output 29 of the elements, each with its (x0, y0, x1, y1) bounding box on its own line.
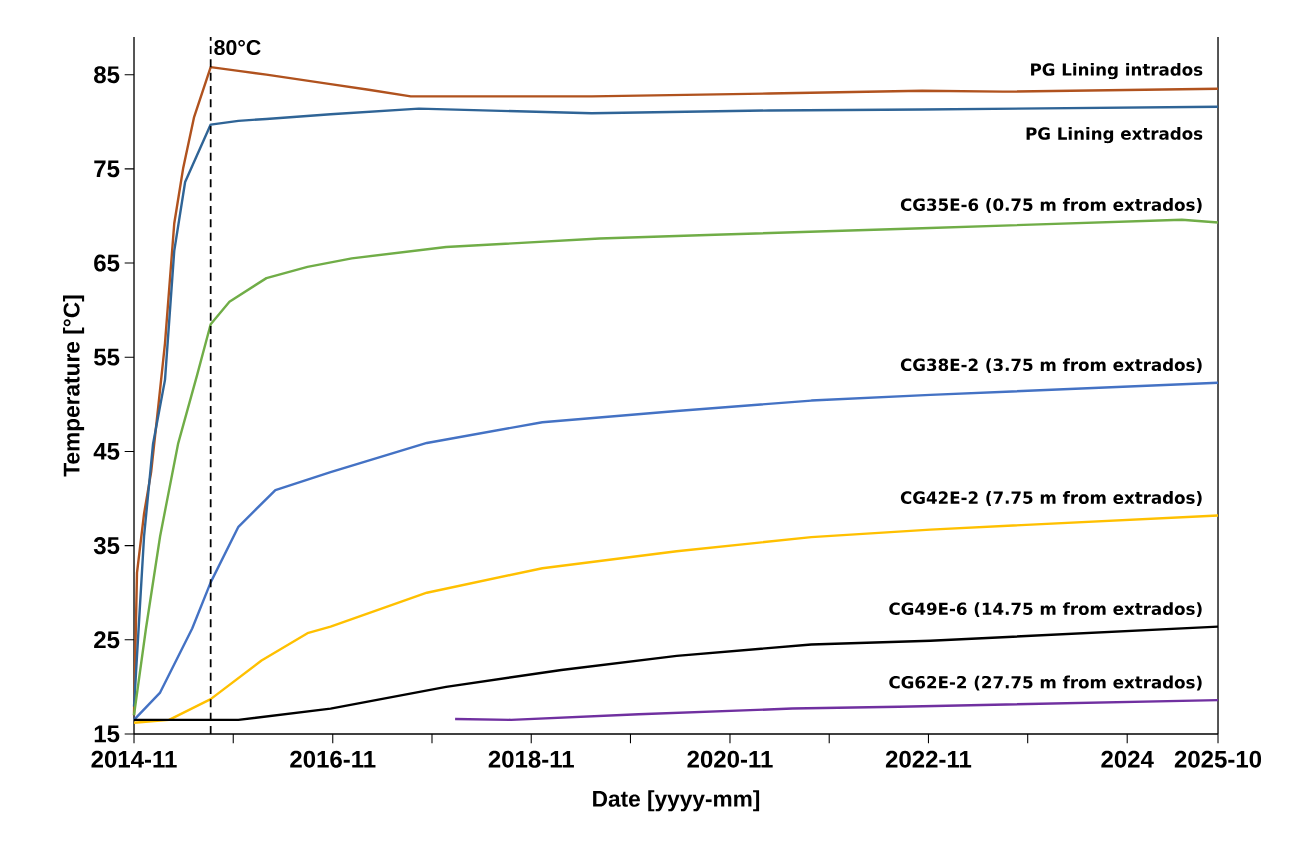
line-series (132, 514, 1220, 724)
y-tick-label: 25 (94, 631, 120, 649)
line-series (132, 218, 1220, 717)
x-tick-label: 2025-10 (1174, 750, 1262, 768)
y-tick-label: 75 (94, 160, 120, 178)
y-tick-label: 35 (93, 537, 120, 555)
x-tick-label: 2022-11 (885, 750, 972, 768)
series-label: CG42E-2 (7.75 m from extrados) (900, 491, 1202, 506)
y-tick-label: 85 (94, 66, 120, 84)
y-tick-label: 15 (94, 725, 120, 743)
series-label: CG49E-6 (14.75 m from extrados) (889, 602, 1202, 618)
line-series (453, 698, 1220, 722)
series-label: CG38E-2 (3.75 m from extrados) (900, 358, 1202, 374)
x-tick-label: 2018-11 (488, 750, 574, 768)
y-tick-label: 55 (94, 348, 120, 366)
line-series (132, 381, 1220, 722)
y-tick-label: 45 (93, 443, 120, 460)
y-axis-title: Temperature [°C] (62, 295, 85, 477)
ref-line-label: 80°C (214, 39, 261, 56)
x-tick-label: 2024 (1101, 750, 1154, 768)
series-label: PG Lining intrados (1031, 62, 1203, 80)
series-label: PG Lining extrados (1026, 126, 1203, 144)
x-tick-label: 2016-11 (290, 750, 376, 768)
x-axis-title: Date [yyyy-mm] (593, 790, 760, 812)
series-label: CG62E-2 (27.75 m from extrados) (889, 675, 1202, 691)
x-tick-label: 2014-11 (91, 750, 177, 768)
series-label: CG35E-6 (0.75 m from extrados) (900, 198, 1202, 213)
y-tick-label: 65 (94, 254, 120, 272)
x-tick-label: 2020-11 (687, 750, 773, 768)
